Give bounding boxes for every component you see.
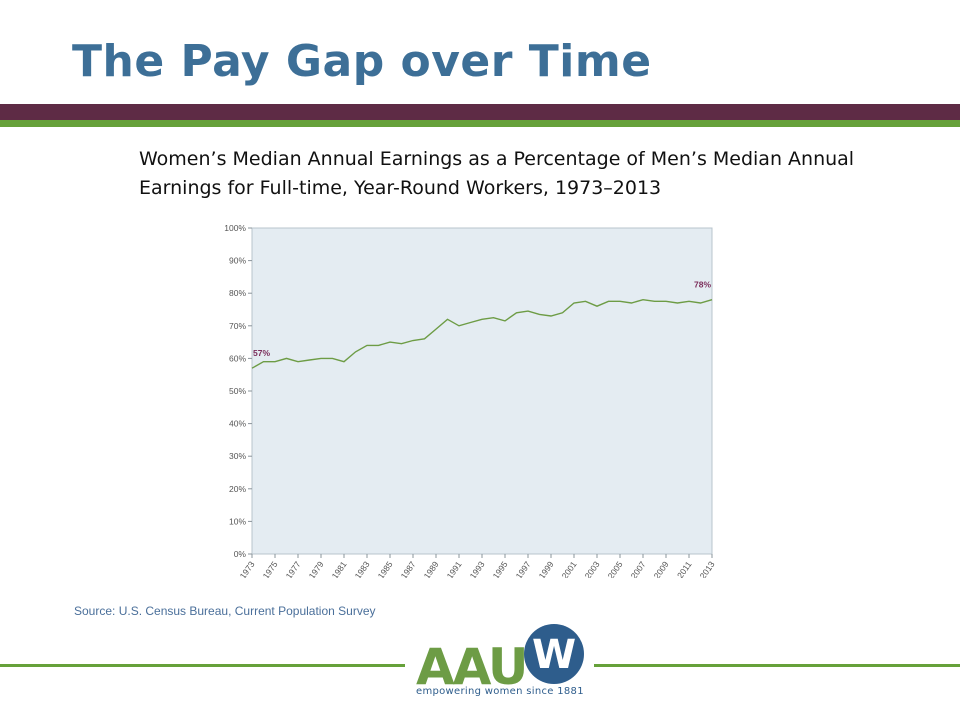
data-label: 57%	[253, 348, 270, 358]
aauw-logo: AAU W empowering women since 1881	[412, 620, 584, 702]
line-chart: 0%10%20%30%40%50%60%70%80%90%100%1973 197…	[224, 223, 717, 578]
y-tick-label: 60%	[229, 353, 246, 363]
data-label: 78%	[694, 280, 711, 290]
x-tick-label: 1999	[537, 559, 556, 578]
header-band-green	[0, 120, 960, 127]
x-tick-label: 2001	[560, 559, 579, 578]
x-tick-label: 1991	[445, 559, 464, 578]
logo-letters: AAU	[416, 638, 528, 696]
x-tick-label: 1975	[261, 559, 280, 578]
x-tick-label: 2003	[583, 559, 602, 578]
y-tick-label: 80%	[229, 288, 246, 298]
source-note: Source: U.S. Census Bureau, Current Popu…	[74, 604, 376, 618]
chart-title: Women’s Median Annual Earnings as a Perc…	[139, 148, 855, 199]
header-band-maroon	[0, 104, 960, 120]
x-tick-label: 1983	[353, 559, 372, 578]
y-tick-label: 0%	[234, 549, 247, 559]
logo-w-letter: W	[531, 632, 577, 678]
y-tick-label: 70%	[229, 321, 246, 331]
x-tick-label: 2007	[629, 559, 648, 578]
slide-title: The Pay Gap over Time	[72, 36, 652, 87]
x-tick-label: 2009	[652, 559, 671, 578]
x-tick-label: 2005	[606, 559, 625, 578]
footer-line-left	[0, 664, 405, 667]
x-tick-label: 1981	[330, 559, 349, 578]
x-tick-label: 1987	[399, 559, 418, 578]
x-tick-label: 1989	[422, 559, 441, 578]
x-tick-label: 1985	[376, 559, 395, 578]
logo-w-circle: W	[524, 624, 584, 684]
y-tick-label: 90%	[229, 256, 246, 266]
x-tick-label: 1995	[491, 559, 510, 578]
y-tick-label: 10%	[229, 516, 246, 526]
series-line	[251, 298, 713, 369]
y-tick-label: 30%	[229, 451, 246, 461]
x-tick-label: 1997	[514, 559, 533, 578]
x-tick-label: 1973	[238, 559, 257, 578]
x-tick-label: 1977	[284, 559, 303, 578]
x-tick-label: 2013	[698, 559, 717, 578]
x-tick-label: 1979	[307, 559, 326, 578]
y-tick-label: 40%	[229, 419, 246, 429]
plot-area	[251, 227, 713, 555]
y-tick-label: 100%	[224, 223, 246, 233]
x-tick-label: 1993	[468, 559, 487, 578]
y-tick-label: 20%	[229, 484, 246, 494]
x-tick-label: 2011	[675, 559, 694, 578]
footer-line-right	[594, 664, 960, 667]
logo-tagline: empowering women since 1881	[416, 686, 584, 697]
y-tick-label: 50%	[229, 386, 246, 396]
